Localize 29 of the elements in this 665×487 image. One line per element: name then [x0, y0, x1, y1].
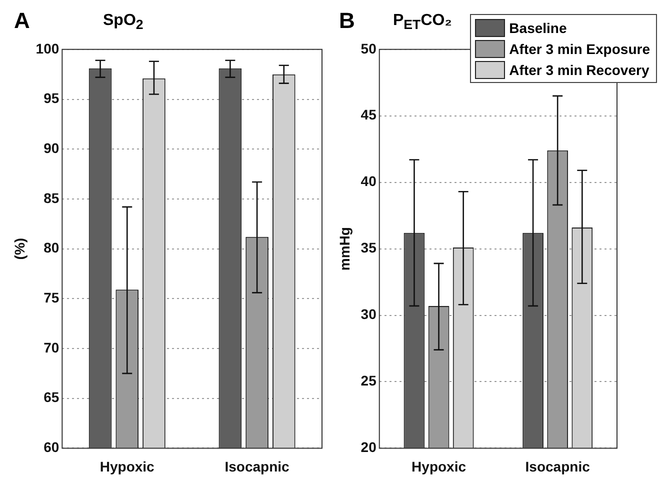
- y-tick-label: 75: [44, 290, 60, 306]
- y-axis-title: (%): [11, 238, 28, 260]
- y-tick-label: 90: [44, 140, 60, 156]
- x-tick-label: Isocapnic: [525, 458, 590, 474]
- y-tick-label: 35: [360, 240, 377, 256]
- y-tick-label: 85: [44, 190, 60, 206]
- y-tick-label: 100: [36, 40, 60, 56]
- y-tick-label: 70: [44, 339, 60, 356]
- x-tick-label: Hypoxic: [100, 458, 155, 474]
- y-tick-label: 95: [44, 90, 60, 106]
- y-tick-label: 20: [360, 439, 377, 456]
- y-tick-label: 30: [360, 306, 377, 322]
- legend-label: Baseline: [509, 20, 567, 36]
- y-tick-label: 25: [360, 372, 377, 389]
- text: B: [339, 8, 355, 34]
- y-tick-label: 65: [44, 389, 60, 406]
- y-tick-label: 45: [360, 106, 377, 123]
- chart-title: SpO$_{2}$: [103, 12, 144, 32]
- y-tick-label: 80: [44, 240, 60, 256]
- x-tick-label: Isocapnic: [224, 458, 290, 474]
- legend-label: After 3 min Recovery: [509, 62, 650, 78]
- y-tick-label: 50: [360, 40, 377, 56]
- text: A: [14, 8, 30, 34]
- y-tick-label: 40: [360, 173, 377, 190]
- chart-title: P$_{ET}$CO₂: [393, 12, 452, 32]
- x-tick-label: Hypoxic: [412, 458, 466, 474]
- y-axis-title: mmHg: [336, 227, 352, 271]
- legend-label: After 3 min Exposure: [509, 40, 650, 56]
- y-tick-label: 60: [44, 439, 60, 456]
